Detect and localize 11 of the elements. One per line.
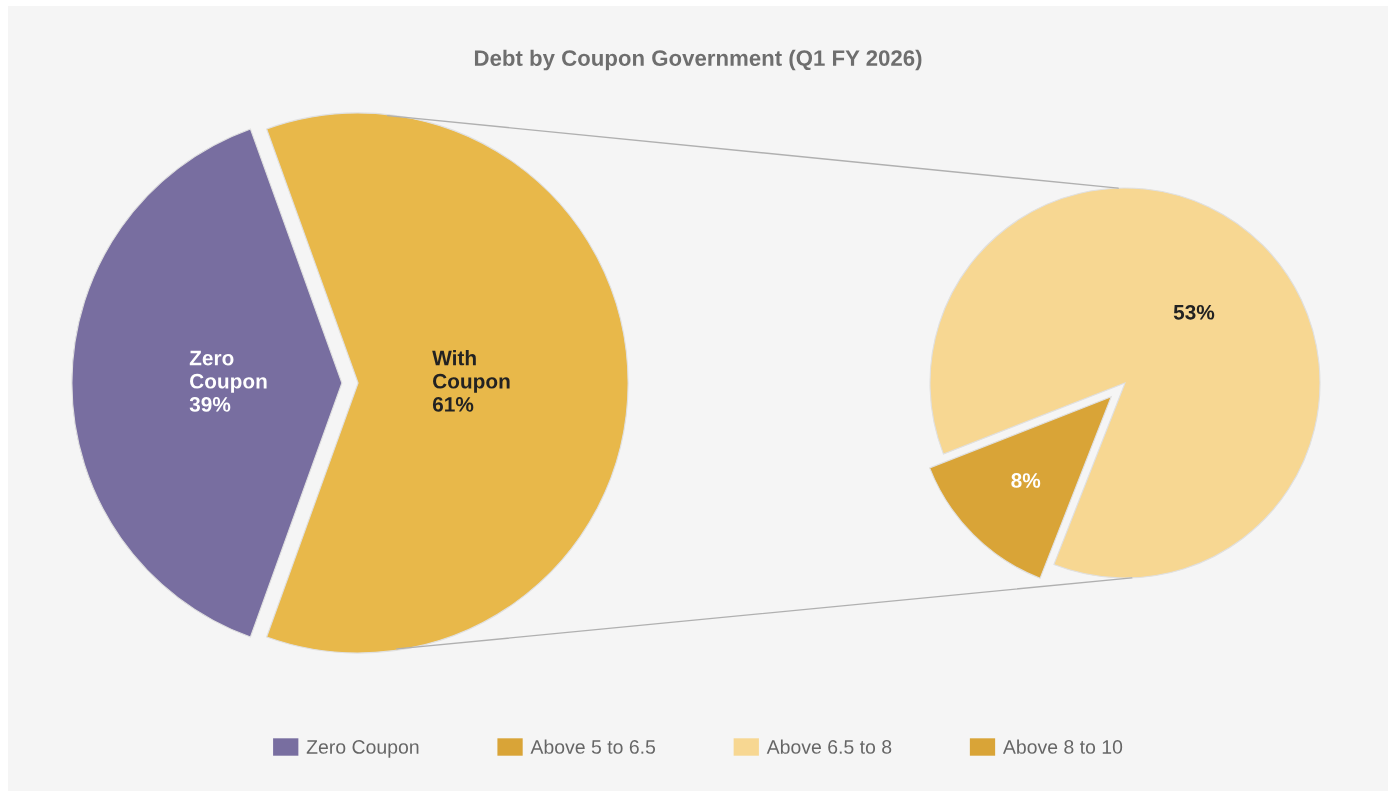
data-label: 8% [1011, 473, 1041, 488]
data-label: 39% [189, 397, 231, 412]
legend-label: Above 6.5 to 8 [766, 739, 892, 754]
legend-label: Above 8 to 10 [1002, 739, 1123, 754]
slice-label: With Coupon [432, 350, 510, 393]
slice-label: Zero Coupon [189, 350, 267, 393]
legend-label: Zero Coupon [306, 740, 419, 758]
text: Debt by Coupon Government (Q1 FY 2026) [474, 49, 922, 71]
data-label: 61% [432, 397, 474, 412]
data-label: 53% [1173, 304, 1215, 320]
legend-label: Above 5 to 6.5 [530, 739, 656, 754]
